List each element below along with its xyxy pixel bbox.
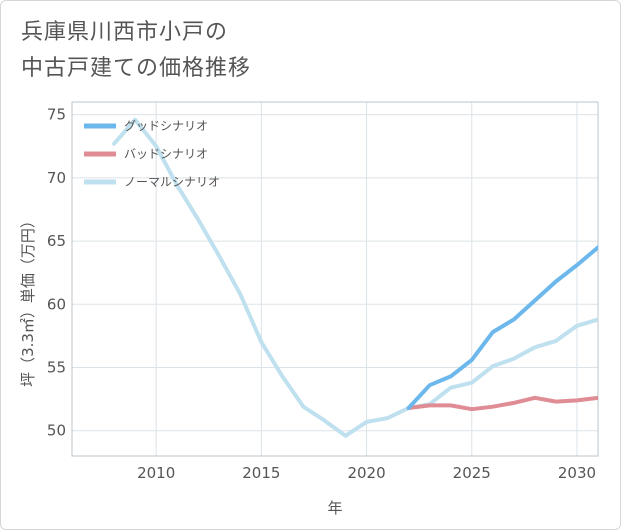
y-tick-label-60: 60 xyxy=(47,295,66,313)
chart-title: 兵庫県川西市小戸の 中古戸建ての価格推移 xyxy=(21,15,251,87)
legend-label-0: グッドシナリオ xyxy=(124,119,208,133)
x-tick-label-2030: 2030 xyxy=(558,464,596,482)
series-line-0 xyxy=(406,245,598,410)
x-tick-label-2025: 2025 xyxy=(453,464,491,482)
x-tick-label-2020: 2020 xyxy=(347,464,385,482)
y-tick-label-50: 50 xyxy=(47,422,66,440)
legend-label-1: バッドシナリオ xyxy=(124,147,208,161)
x-tick-label-2010: 2010 xyxy=(137,464,175,482)
chart-title-line2: 中古戸建ての価格推移 xyxy=(21,56,252,81)
y-tick-label-75: 75 xyxy=(47,106,66,124)
y-tick-label-65: 65 xyxy=(47,232,66,250)
x-axis-title: 年 xyxy=(327,499,342,517)
series-lines xyxy=(112,117,598,438)
y-axis-title: 坪（3.3㎡）単価（万円） xyxy=(19,213,37,387)
plot-frame xyxy=(71,101,599,457)
series-line-1 xyxy=(406,395,598,412)
y-tick-label-55: 55 xyxy=(47,359,66,377)
grid xyxy=(72,102,598,456)
tick-labels: 50 55 60 65 70 75 2010 2015 2020 2025 2030 xyxy=(47,106,596,482)
x-tick-label-2015: 2015 xyxy=(242,464,280,482)
chart-title-line1: 兵庫県川西市小戸の xyxy=(21,20,229,45)
legend-label-2: ノーマルシナリオ xyxy=(124,175,220,189)
y-tick-label-70: 70 xyxy=(47,169,66,187)
series-line-2 xyxy=(112,117,598,438)
